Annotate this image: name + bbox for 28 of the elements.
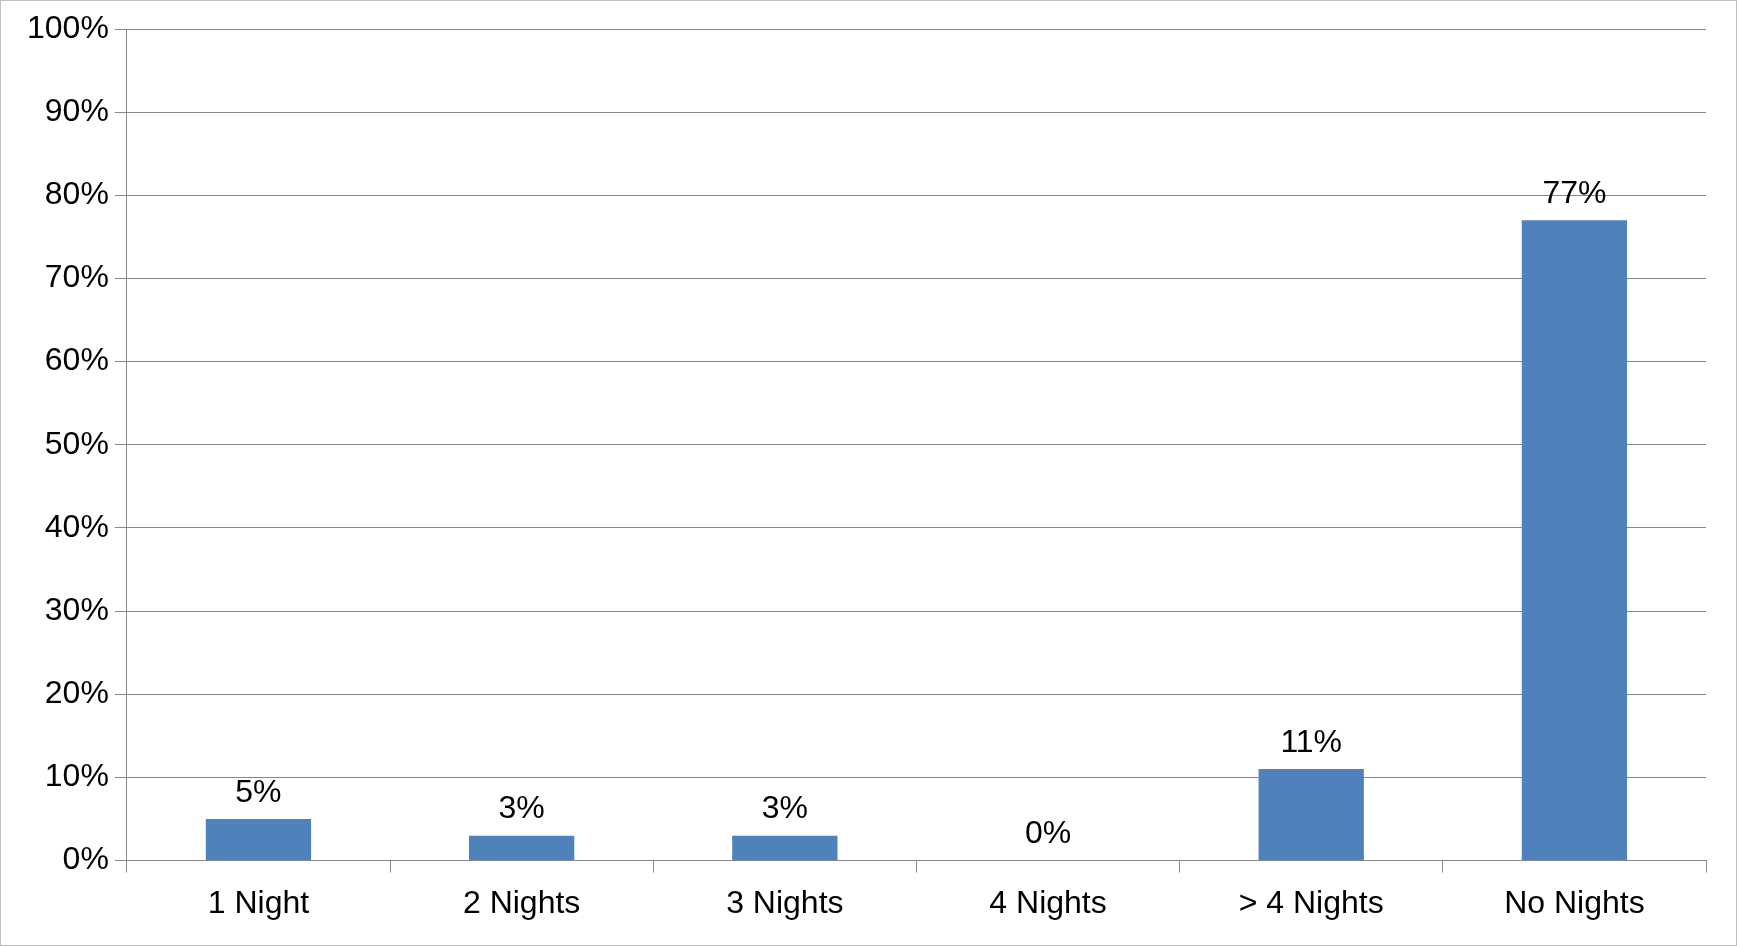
data-label: 77%: [1542, 174, 1607, 211]
x-tick-label: 3 Nights: [726, 883, 844, 920]
data-label: 0%: [1024, 814, 1072, 851]
y-tick-label: 60%: [44, 341, 109, 378]
y-tick-label: 40%: [44, 507, 109, 544]
x-tick-label: 2 Nights: [462, 883, 581, 920]
bar: [1521, 220, 1628, 861]
y-tick-label: 0%: [62, 840, 109, 877]
y-tick-label: 50%: [44, 424, 109, 461]
y-tick-label: 70%: [44, 258, 109, 295]
data-label: 3%: [761, 789, 808, 826]
y-tick-label: 10%: [44, 757, 109, 794]
bar: [732, 835, 838, 861]
y-tick-label: 30%: [44, 590, 109, 627]
x-tick-label: 1 Night: [207, 883, 310, 920]
y-tick-label: 20%: [44, 674, 109, 711]
x-tick-label: 4 Nights: [989, 883, 1107, 920]
y-tick-label: 80%: [44, 175, 109, 212]
data-label: 11%: [1280, 722, 1343, 759]
x-tick-label: No Nights: [1504, 883, 1645, 920]
bar: [1258, 769, 1364, 861]
bar: [468, 835, 575, 861]
data-label: 5%: [235, 772, 282, 809]
data-label: 3%: [498, 789, 545, 826]
y-tick-label: 90%: [44, 91, 109, 128]
y-tick-label: 100%: [27, 8, 109, 45]
bar: [205, 819, 312, 861]
x-tick-label: > 4 Nights: [1238, 883, 1384, 920]
